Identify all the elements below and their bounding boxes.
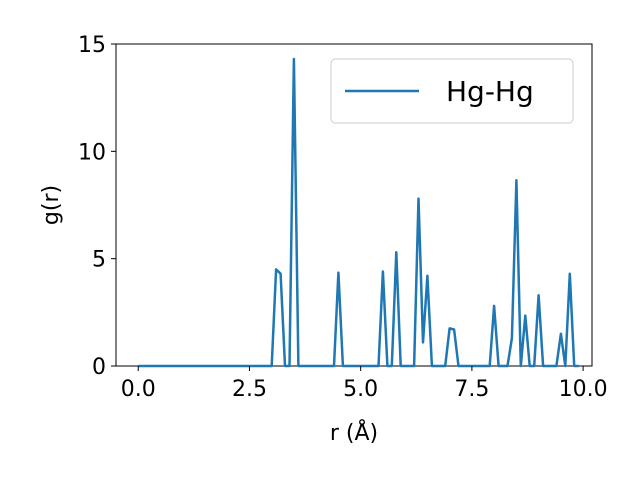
x-axis-label: r (Å)	[330, 419, 378, 446]
legend-label: Hg-Hg	[446, 75, 534, 108]
x-tick-label: 0.0	[121, 377, 156, 402]
legend: Hg-Hg	[330, 58, 574, 124]
series-line-hg-hg	[138, 57, 579, 368]
y-tick-label: 5	[92, 248, 106, 273]
y-tick-label: 0	[92, 355, 106, 380]
x-axis: 0.0 2.5 5.0 7.5 10.0	[121, 366, 608, 402]
legend-box	[330, 58, 574, 124]
x-tick-label: 10.0	[559, 377, 608, 402]
y-axis: 0 5 10 15	[78, 33, 116, 380]
y-axis-label: g(r)	[39, 185, 64, 225]
x-tick-label: 7.5	[454, 377, 489, 402]
x-tick-label: 2.5	[232, 377, 267, 402]
x-tick-label: 5.0	[343, 377, 378, 402]
y-tick-label: 10	[78, 140, 106, 165]
y-tick-label: 15	[78, 33, 106, 58]
